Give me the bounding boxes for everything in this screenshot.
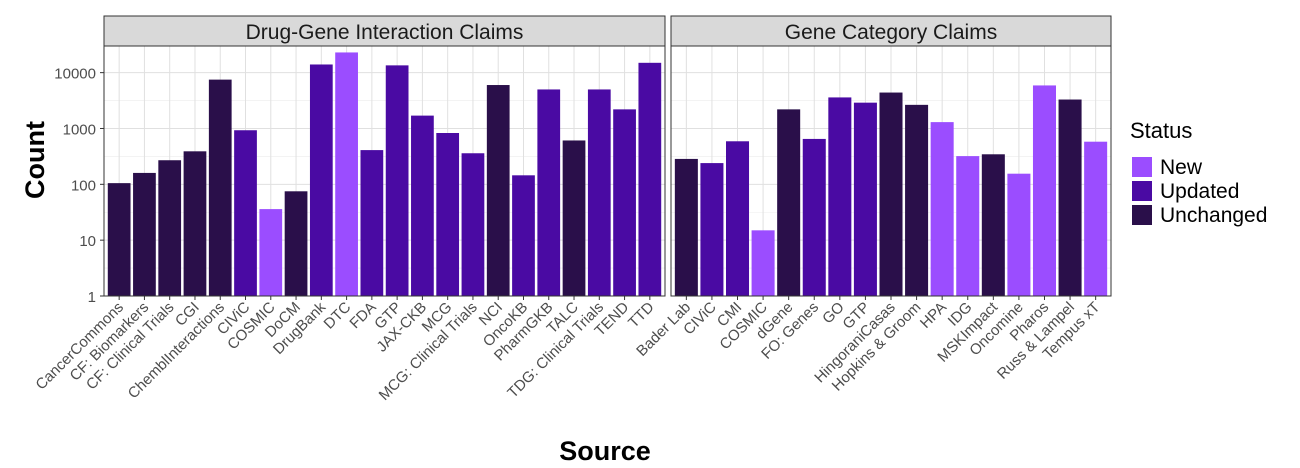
bar [777,109,801,296]
bar [284,191,308,296]
bar [853,102,877,296]
bar [981,154,1005,296]
facet-panel: Drug-Gene Interaction ClaimsCancerCommon… [32,15,666,404]
bar [107,183,131,296]
bar [183,151,207,296]
bar [1032,85,1056,297]
bar [638,62,662,296]
bar [133,172,156,296]
panel-border [103,45,666,297]
bar [956,156,980,296]
bar [385,65,409,296]
facet-strip [670,15,1112,47]
facet-strip [103,15,666,47]
bar [309,64,333,296]
bar [335,52,358,296]
y-tick-label: 1000 [63,121,96,138]
bar [1084,141,1108,296]
bar [537,89,561,296]
y-axis-title: Count [20,121,50,199]
x-tick-label: HPA [917,299,950,332]
bar [360,150,384,296]
y-tick-label: 1 [88,289,96,306]
bar [1058,99,1082,296]
legend-title: Status [1130,118,1192,143]
bar [411,115,434,297]
bar [700,163,724,296]
x-tick-label: FDA [346,299,379,332]
legend-label: Unchanged [1160,204,1267,227]
bar [259,209,283,296]
bar [234,130,257,296]
bar [613,109,636,296]
bar [674,158,698,296]
bar [802,138,826,296]
bar [461,153,485,296]
bar [486,85,510,296]
bar [726,141,750,296]
y-tick-label: 10000 [54,66,96,83]
bar [562,140,586,296]
legend-label: Updated [1160,180,1239,203]
bar [1007,173,1031,296]
legend-label: New [1160,156,1203,179]
bar [587,89,611,296]
bar [828,97,852,296]
bar [436,133,460,296]
bar [208,79,232,296]
bar [158,160,182,296]
y-tick-label: 10 [79,233,96,250]
x-tick-label: TTD [625,299,658,332]
bar [905,104,929,296]
legend-swatch [1132,157,1152,177]
legend-swatch [1132,181,1152,201]
facet-title: Drug-Gene Interaction Claims [246,21,524,44]
y-tick-label: 100 [71,177,96,194]
legend-swatch [1132,205,1152,225]
bar [512,175,535,296]
bar [751,230,775,296]
x-axis-title: Source [559,436,651,463]
bar [930,122,954,296]
facet-title: Gene Category Claims [785,21,997,44]
bar [879,92,903,296]
